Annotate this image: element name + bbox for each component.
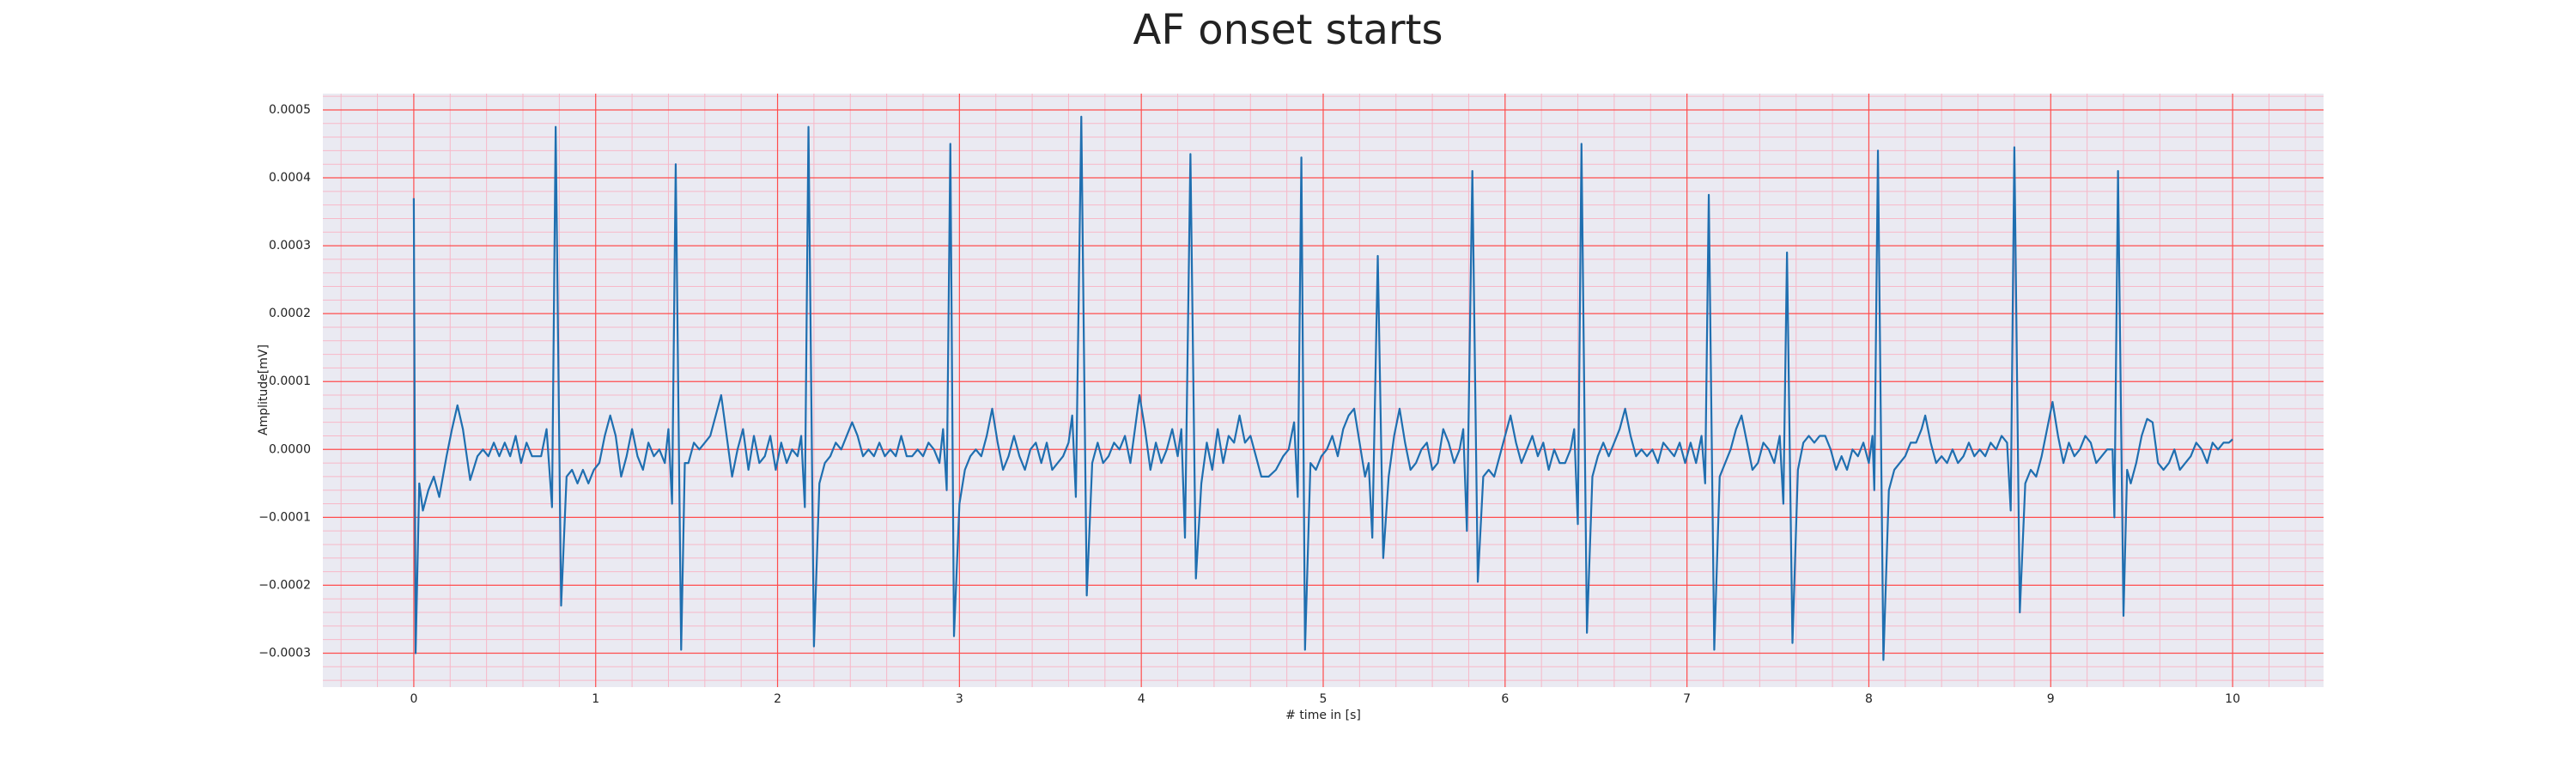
y-tick-label: 0.0000	[269, 442, 311, 456]
x-tick-label: 8	[1865, 692, 1873, 706]
y-axis-label: Amplitude[mV]	[257, 344, 270, 435]
chart-title: AF onset starts	[1133, 6, 1443, 54]
x-tick-label: 6	[1501, 692, 1509, 706]
x-axis-label: # time in [s]	[1285, 709, 1361, 722]
y-tick-label: −0.0001	[258, 510, 311, 524]
x-tick-label: 7	[1683, 692, 1691, 706]
x-tick-label: 1	[592, 692, 599, 706]
x-tick-label: 9	[2047, 692, 2055, 706]
grid	[323, 94, 2324, 687]
x-tick-label: 10	[2225, 692, 2240, 706]
y-tick-label: 0.0001	[269, 374, 311, 388]
x-tick-label: 0	[410, 692, 417, 706]
y-tick-label: 0.0005	[269, 103, 311, 117]
y-tick-label: 0.0004	[269, 171, 311, 185]
x-tick-label: 5	[1320, 692, 1327, 706]
x-tick-label: 4	[1138, 692, 1145, 706]
y-tick-label: 0.0002	[269, 307, 311, 320]
x-tick-label: 2	[774, 692, 781, 706]
data-layer	[412, 115, 2233, 661]
y-tick-label: −0.0002	[258, 578, 311, 592]
y-tick-label: −0.0003	[258, 646, 311, 660]
ecg-line	[412, 115, 2233, 661]
x-tick-label: 3	[956, 692, 963, 706]
y-tick-label: 0.0003	[269, 239, 311, 253]
